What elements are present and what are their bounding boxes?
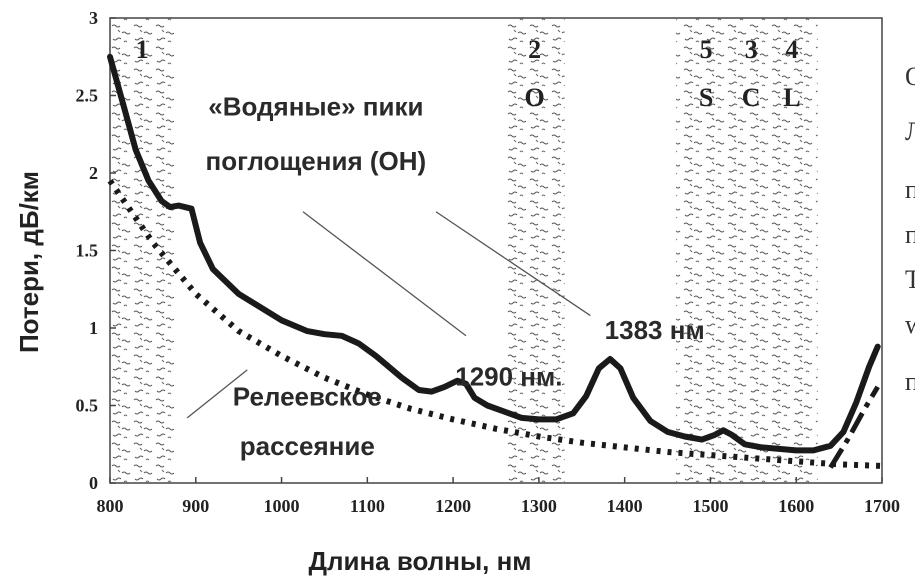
band-number-4: 3 [745, 35, 758, 64]
side-text-5: Т [905, 265, 915, 294]
annotation-2: поглощения (ОН) [206, 146, 427, 176]
band-3 [676, 18, 737, 483]
y-tick-label-6: 3 [89, 8, 98, 28]
y-tick-label-0: 0 [89, 473, 98, 493]
y-tick-label-1: 0.5 [76, 396, 99, 416]
series-line-2-dotted [107, 179, 883, 469]
annotation-3: 1290 нм. [455, 361, 562, 391]
band-letter-4: C [742, 83, 761, 112]
series-line-3-dashdot [828, 385, 880, 469]
y-tick-label-2: 1 [89, 318, 98, 338]
side-text-3: п [905, 175, 915, 204]
x-tick-label-5: 1300 [521, 496, 557, 516]
band-5 [766, 18, 818, 483]
side-text-1: О [905, 62, 915, 91]
band-number-3: 5 [700, 35, 713, 64]
annotation-1: «Водяные» пики [208, 92, 423, 122]
y-tick-label-4: 2 [89, 163, 98, 183]
x-tick-label-2: 1000 [264, 496, 300, 516]
band-2 [504, 18, 565, 483]
y-tick-label-5: 2.5 [76, 86, 99, 106]
band-4 [736, 18, 767, 483]
x-tick-label-9: 1700 [864, 496, 900, 516]
band-number-1: 1 [136, 35, 149, 64]
band-number-2: 2 [528, 35, 541, 64]
side-text-7: п [905, 367, 915, 396]
y-tick-label-3: 1.5 [76, 241, 99, 261]
x-tick-label-6: 1400 [607, 496, 643, 516]
side-text-4: п [905, 220, 915, 249]
annotation-6: рассеяние [240, 431, 375, 461]
x-tick-label-1: 900 [182, 496, 209, 516]
pointer-line-3 [186, 369, 248, 419]
side-text-2: Л [905, 117, 915, 146]
x-axis-title: Длина волны, нм [308, 546, 531, 576]
annotation-4: 1383 нм [605, 315, 705, 345]
pointer-line-1 [302, 211, 467, 337]
y-axis-title: Потери, дБ/км [14, 171, 44, 353]
x-tick-label-0: 800 [97, 496, 124, 516]
band-letter-3: S [699, 83, 713, 112]
band-letter-5: L [783, 83, 800, 112]
pointer-line-2 [435, 211, 591, 317]
side-text-6: w [905, 310, 915, 339]
x-tick-label-7: 1500 [692, 496, 728, 516]
band-letter-2: O [524, 83, 544, 112]
band-number-5: 4 [785, 35, 798, 64]
x-tick-label-4: 1200 [435, 496, 471, 516]
x-tick-label-3: 1100 [350, 496, 385, 516]
x-tick-label-8: 1600 [778, 496, 814, 516]
annotation-5: Релеевское [233, 382, 382, 412]
series-line-1-solid [107, 53, 881, 454]
